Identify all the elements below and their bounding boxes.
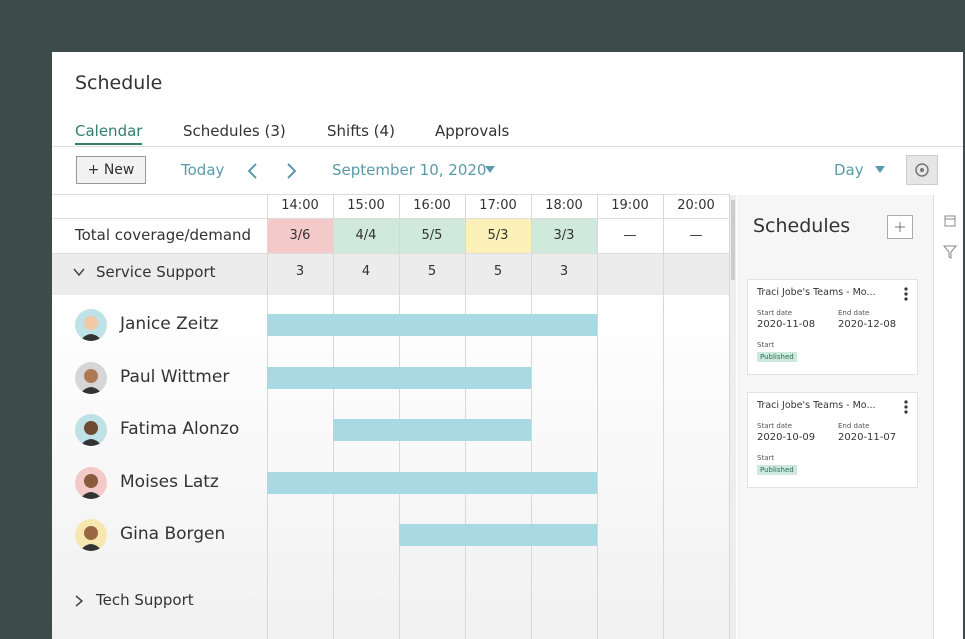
hour-label: 14:00 bbox=[281, 198, 319, 213]
today-button[interactable]: Today bbox=[181, 161, 225, 179]
side-title: Schedules bbox=[753, 215, 851, 237]
hour-label: 17:00 bbox=[479, 198, 517, 213]
hour-label: 19:00 bbox=[611, 198, 649, 213]
card-value: 2020-11-07 bbox=[838, 432, 897, 443]
menu-icon[interactable] bbox=[903, 399, 909, 415]
grid-line bbox=[729, 195, 730, 639]
grid-line bbox=[52, 218, 730, 219]
divider bbox=[52, 194, 730, 195]
group-name[interactable]: Service Support bbox=[96, 263, 216, 281]
tab[interactable]: Schedules (3) bbox=[183, 122, 286, 140]
nav-arrows[interactable] bbox=[244, 162, 304, 180]
page-title: Schedule bbox=[75, 72, 163, 94]
avatar bbox=[75, 361, 107, 394]
card-title: Traci Jobe's Teams - Mo... bbox=[757, 287, 876, 298]
card-label: Start bbox=[757, 341, 775, 349]
grid-line bbox=[465, 195, 466, 639]
employee-name[interactable]: Janice Zeitz bbox=[120, 314, 219, 334]
group-name[interactable]: Tech Support bbox=[96, 591, 194, 609]
tab[interactable]: Calendar bbox=[75, 122, 143, 145]
grid-line bbox=[52, 253, 730, 254]
card-value: 2020-12-08 bbox=[838, 319, 897, 330]
group-count: 3 bbox=[295, 264, 305, 279]
card-value: 2020-11-08 bbox=[757, 319, 816, 330]
dropdown-icon bbox=[485, 166, 495, 173]
card-value: 2020-10-09 bbox=[757, 432, 816, 443]
avatar bbox=[75, 466, 107, 499]
coverage-cell: — bbox=[663, 219, 729, 253]
expand-icon[interactable] bbox=[73, 595, 85, 607]
group-count: 3 bbox=[559, 264, 569, 279]
shift-bar[interactable] bbox=[399, 524, 597, 546]
expand-icon[interactable] bbox=[73, 266, 85, 278]
divider bbox=[933, 195, 934, 639]
employee-name[interactable]: Paul Wittmer bbox=[120, 366, 230, 387]
hour-label: 15:00 bbox=[347, 198, 385, 213]
group-count: 4 bbox=[361, 264, 371, 279]
dropdown-icon bbox=[875, 166, 885, 173]
shift-bar[interactable] bbox=[333, 419, 531, 441]
view-select[interactable]: Day bbox=[834, 161, 864, 179]
grid-line bbox=[333, 195, 334, 639]
hour-label: 20:00 bbox=[677, 198, 715, 213]
grid-line bbox=[597, 195, 598, 639]
scrollbar bbox=[730, 195, 736, 639]
card-label: Start bbox=[757, 454, 775, 462]
coverage-cell: — bbox=[597, 219, 663, 253]
card-label: Start date bbox=[757, 309, 793, 317]
employee-name[interactable]: Moises Latz bbox=[120, 471, 219, 492]
group-row bbox=[52, 253, 730, 295]
grid-line bbox=[267, 195, 268, 639]
coverage-cell: 5/3 bbox=[465, 219, 531, 253]
grid-line bbox=[399, 195, 400, 639]
card-label: End date bbox=[838, 309, 870, 317]
side-icons[interactable] bbox=[942, 212, 958, 262]
avatar bbox=[75, 519, 107, 551]
card-label: Start date bbox=[757, 422, 793, 430]
employee-name[interactable]: Fatima Alonzo bbox=[120, 419, 240, 439]
group-count: 5 bbox=[493, 264, 503, 279]
menu-icon[interactable] bbox=[903, 286, 909, 302]
coverage-label: Total coverage/demand bbox=[75, 226, 252, 244]
coverage-cell: 5/5 bbox=[399, 219, 465, 253]
grid-line bbox=[531, 195, 532, 639]
avatar bbox=[75, 414, 107, 446]
divider bbox=[52, 146, 963, 147]
employee-name[interactable]: Gina Borgen bbox=[120, 524, 226, 544]
new-button[interactable]: + New bbox=[76, 156, 146, 184]
settings-button[interactable] bbox=[906, 155, 938, 185]
card-label: End date bbox=[838, 422, 870, 430]
avatar bbox=[75, 309, 107, 341]
card-title: Traci Jobe's Teams - Mo... bbox=[757, 400, 876, 411]
coverage-cell: 4/4 bbox=[333, 219, 399, 253]
hour-label: 18:00 bbox=[545, 198, 583, 213]
status-badge: Published bbox=[757, 465, 797, 475]
group-count: 5 bbox=[427, 264, 437, 279]
grid-line bbox=[663, 195, 664, 639]
coverage-cell: 3/3 bbox=[531, 219, 597, 253]
hour-label: 16:00 bbox=[413, 198, 451, 213]
coverage-cell: 3/6 bbox=[267, 219, 333, 253]
shift-bar[interactable] bbox=[267, 471, 597, 494]
add-button[interactable] bbox=[887, 215, 913, 239]
tab[interactable]: Shifts (4) bbox=[327, 122, 395, 140]
status-badge: Published bbox=[757, 352, 797, 362]
date-picker[interactable]: September 10, 2020 bbox=[332, 161, 487, 179]
tab[interactable]: Approvals bbox=[435, 122, 510, 140]
shift-bar[interactable] bbox=[267, 366, 531, 389]
shift-bar[interactable] bbox=[267, 314, 597, 336]
lower-bg bbox=[52, 295, 730, 639]
